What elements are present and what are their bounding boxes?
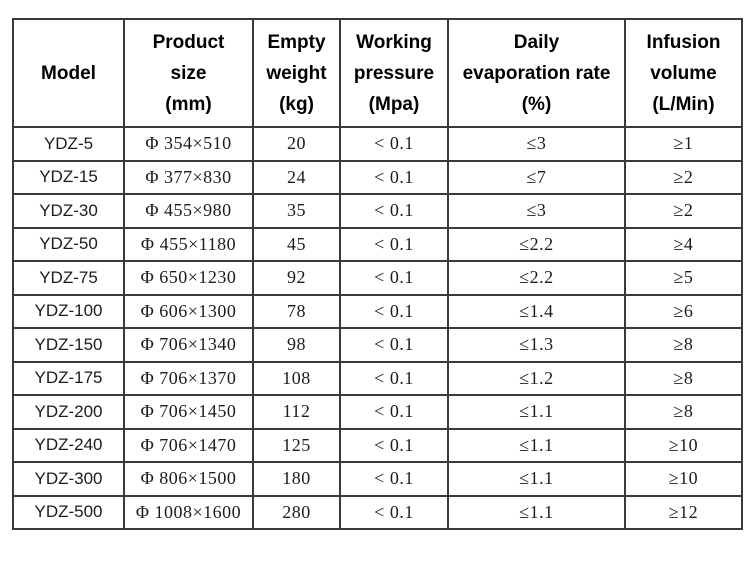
- cell-working-pressure: < 0.1: [339, 159, 449, 195]
- cell-working-pressure: < 0.1: [339, 327, 449, 363]
- cell-empty-weight: 280: [252, 494, 341, 530]
- cell-working-pressure: < 0.1: [339, 193, 449, 229]
- cell-working-pressure: < 0.1: [339, 394, 449, 430]
- cell-infusion-volume: ≥8: [624, 394, 743, 430]
- cell-infusion-volume: ≥4: [624, 226, 743, 262]
- cell-model: YDZ-100: [12, 293, 125, 329]
- cell-daily-evaporation-rate: ≤2.2: [447, 226, 626, 262]
- cell-empty-weight: 108: [252, 360, 341, 396]
- table-row: YDZ-5 Φ 354×510 20 < 0.1 ≤3 ≥1: [12, 126, 743, 162]
- table-row: YDZ-75 Φ 650×1230 92 < 0.1 ≤2.2 ≥5: [12, 260, 743, 296]
- cell-daily-evaporation-rate: ≤3: [447, 193, 626, 229]
- table-row: YDZ-175 Φ 706×1370 108 < 0.1 ≤1.2 ≥8: [12, 360, 743, 396]
- table-row: YDZ-100 Φ 606×1300 78 < 0.1 ≤1.4 ≥6: [12, 293, 743, 329]
- table-row: YDZ-240 Φ 706×1470 125 < 0.1 ≤1.1 ≥10: [12, 427, 743, 463]
- cell-model: YDZ-30: [12, 193, 125, 229]
- cell-empty-weight: 35: [252, 193, 341, 229]
- col-header-infusion-volume: Infusion volume (L/Min): [624, 18, 743, 128]
- cell-empty-weight: 92: [252, 260, 341, 296]
- product-spec-table: Model Product size (mm) Empty weight (kg…: [12, 18, 743, 530]
- cell-model: YDZ-300: [12, 461, 125, 497]
- cell-daily-evaporation-rate: ≤2.2: [447, 260, 626, 296]
- spec-table-body: YDZ-5 Φ 354×510 20 < 0.1 ≤3 ≥1 YDZ-15 Φ 377×830…: [12, 126, 743, 530]
- table-row: YDZ-500 Φ 1008×1600 280 < 0.1 ≤1.1 ≥12: [12, 494, 743, 530]
- cell-model: YDZ-50: [12, 226, 125, 262]
- cell-working-pressure: < 0.1: [339, 360, 449, 396]
- col-header-product-size: Product size (mm): [123, 18, 254, 128]
- cell-empty-weight: 24: [252, 159, 341, 195]
- cell-daily-evaporation-rate: ≤7: [447, 159, 626, 195]
- cell-working-pressure: < 0.1: [339, 494, 449, 530]
- cell-model: YDZ-175: [12, 360, 125, 396]
- col-header-empty-weight: Empty weight (kg): [252, 18, 341, 128]
- spec-table-container: Model Product size (mm) Empty weight (kg…: [12, 18, 743, 530]
- col-header-working-pressure: Working pressure (Mpa): [339, 18, 449, 128]
- cell-infusion-volume: ≥2: [624, 193, 743, 229]
- cell-model: YDZ-240: [12, 427, 125, 463]
- cell-model: YDZ-500: [12, 494, 125, 530]
- cell-empty-weight: 78: [252, 293, 341, 329]
- cell-model: YDZ-150: [12, 327, 125, 363]
- cell-product-size: Φ 354×510: [123, 126, 254, 162]
- cell-empty-weight: 125: [252, 427, 341, 463]
- cell-product-size: Φ 606×1300: [123, 293, 254, 329]
- col-header-model: Model: [12, 18, 125, 128]
- table-row: YDZ-15 Φ 377×830 24 < 0.1 ≤7 ≥2: [12, 159, 743, 195]
- cell-working-pressure: < 0.1: [339, 293, 449, 329]
- cell-infusion-volume: ≥12: [624, 494, 743, 530]
- cell-infusion-volume: ≥5: [624, 260, 743, 296]
- cell-working-pressure: < 0.1: [339, 260, 449, 296]
- cell-product-size: Φ 706×1340: [123, 327, 254, 363]
- cell-product-size: Φ 650×1230: [123, 260, 254, 296]
- cell-daily-evaporation-rate: ≤1.2: [447, 360, 626, 396]
- table-row: YDZ-30 Φ 455×980 35 < 0.1 ≤3 ≥2: [12, 193, 743, 229]
- header-row: Model Product size (mm) Empty weight (kg…: [12, 18, 743, 128]
- cell-working-pressure: < 0.1: [339, 427, 449, 463]
- cell-daily-evaporation-rate: ≤1.4: [447, 293, 626, 329]
- cell-daily-evaporation-rate: ≤1.1: [447, 461, 626, 497]
- cell-infusion-volume: ≥10: [624, 427, 743, 463]
- cell-product-size: Φ 455×980: [123, 193, 254, 229]
- cell-product-size: Φ 455×1180: [123, 226, 254, 262]
- cell-infusion-volume: ≥2: [624, 159, 743, 195]
- cell-infusion-volume: ≥10: [624, 461, 743, 497]
- cell-daily-evaporation-rate: ≤1.1: [447, 494, 626, 530]
- cell-daily-evaporation-rate: ≤1.1: [447, 427, 626, 463]
- cell-product-size: Φ 706×1450: [123, 394, 254, 430]
- col-header-daily-evaporation-rate: Daily evaporation rate (%): [447, 18, 626, 128]
- cell-product-size: Φ 377×830: [123, 159, 254, 195]
- cell-daily-evaporation-rate: ≤3: [447, 126, 626, 162]
- cell-empty-weight: 98: [252, 327, 341, 363]
- table-row: YDZ-200 Φ 706×1450 112 < 0.1 ≤1.1 ≥8: [12, 394, 743, 430]
- cell-model: YDZ-15: [12, 159, 125, 195]
- cell-daily-evaporation-rate: ≤1.1: [447, 394, 626, 430]
- cell-product-size: Φ 706×1370: [123, 360, 254, 396]
- table-row: YDZ-300 Φ 806×1500 180 < 0.1 ≤1.1 ≥10: [12, 461, 743, 497]
- cell-empty-weight: 20: [252, 126, 341, 162]
- cell-infusion-volume: ≥6: [624, 293, 743, 329]
- cell-product-size: Φ 706×1470: [123, 427, 254, 463]
- cell-working-pressure: < 0.1: [339, 226, 449, 262]
- cell-product-size: Φ 806×1500: [123, 461, 254, 497]
- cell-model: YDZ-75: [12, 260, 125, 296]
- table-row: YDZ-50 Φ 455×1180 45 < 0.1 ≤2.2 ≥4: [12, 226, 743, 262]
- cell-empty-weight: 180: [252, 461, 341, 497]
- cell-product-size: Φ 1008×1600: [123, 494, 254, 530]
- cell-infusion-volume: ≥8: [624, 327, 743, 363]
- table-row: YDZ-150 Φ 706×1340 98 < 0.1 ≤1.3 ≥8: [12, 327, 743, 363]
- cell-model: YDZ-5: [12, 126, 125, 162]
- cell-model: YDZ-200: [12, 394, 125, 430]
- cell-working-pressure: < 0.1: [339, 461, 449, 497]
- cell-infusion-volume: ≥8: [624, 360, 743, 396]
- cell-daily-evaporation-rate: ≤1.3: [447, 327, 626, 363]
- cell-empty-weight: 112: [252, 394, 341, 430]
- cell-infusion-volume: ≥1: [624, 126, 743, 162]
- cell-working-pressure: < 0.1: [339, 126, 449, 162]
- cell-empty-weight: 45: [252, 226, 341, 262]
